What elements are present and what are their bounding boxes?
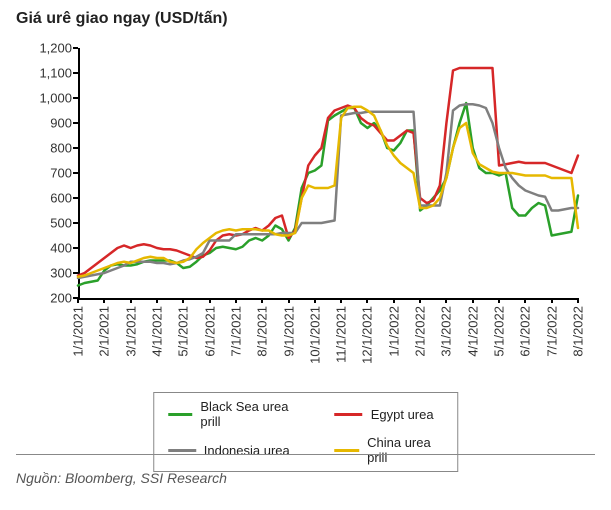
legend: Black Sea urea prill Egypt urea Indonesia … bbox=[153, 392, 459, 472]
series-lines bbox=[78, 48, 578, 298]
y-tick-label: 200 bbox=[50, 291, 72, 306]
y-tick-mark bbox=[73, 97, 78, 99]
x-tick-label: 9/1/2021 bbox=[281, 306, 296, 357]
legend-item: China urea prill bbox=[335, 435, 444, 465]
y-tick-label: 900 bbox=[50, 116, 72, 131]
series-line bbox=[78, 107, 578, 277]
legend-label: Indonesia urea bbox=[204, 443, 290, 458]
x-tick-label: 11/1/2021 bbox=[334, 306, 349, 363]
x-tick-mark bbox=[156, 298, 158, 303]
x-tick-label: 5/1/2022 bbox=[492, 306, 507, 357]
x-tick-label: 12/1/2021 bbox=[360, 306, 375, 364]
source-caption: Nguồn: Bloomberg, SSI Research bbox=[16, 470, 227, 486]
x-tick-label: 7/1/2021 bbox=[228, 306, 243, 357]
legend-label: Black Sea urea prill bbox=[200, 399, 298, 429]
y-tick-mark bbox=[73, 122, 78, 124]
y-tick-label: 500 bbox=[50, 216, 72, 231]
x-tick-mark bbox=[498, 298, 500, 303]
y-tick-mark bbox=[73, 147, 78, 149]
legend-item: Indonesia urea bbox=[168, 435, 299, 465]
legend-swatch bbox=[168, 413, 193, 416]
x-tick-mark bbox=[419, 298, 421, 303]
x-tick-mark bbox=[472, 298, 474, 303]
x-tick-label: 7/1/2022 bbox=[544, 306, 559, 357]
y-tick-label: 1,200 bbox=[39, 41, 72, 56]
x-tick-mark bbox=[103, 298, 105, 303]
y-tick-label: 600 bbox=[50, 191, 72, 206]
y-tick-mark bbox=[73, 222, 78, 224]
y-tick-mark bbox=[73, 172, 78, 174]
legend-label: Egypt urea bbox=[371, 407, 434, 422]
chart-title: Giá urê giao ngay (USD/tấn) bbox=[16, 10, 228, 28]
x-tick-mark bbox=[340, 298, 342, 303]
legend-item: Black Sea urea prill bbox=[168, 399, 299, 429]
y-tick-label: 1,100 bbox=[39, 66, 72, 81]
x-tick-mark bbox=[393, 298, 395, 303]
urea-price-figure: Giá urê giao ngay (USD/tấn) 200300400500… bbox=[0, 0, 611, 510]
y-tick-mark bbox=[73, 272, 78, 274]
x-tick-label: 4/1/2021 bbox=[149, 306, 164, 357]
x-tick-label: 6/1/2022 bbox=[518, 306, 533, 357]
x-tick-label: 3/1/2021 bbox=[123, 306, 138, 357]
x-tick-mark bbox=[551, 298, 553, 303]
x-tick-label: 6/1/2021 bbox=[202, 306, 217, 357]
x-tick-mark bbox=[366, 298, 368, 303]
y-tick-mark bbox=[73, 247, 78, 249]
legend-swatch bbox=[168, 449, 196, 452]
x-tick-mark bbox=[288, 298, 290, 303]
x-tick-mark bbox=[261, 298, 263, 303]
x-tick-label: 1/1/2022 bbox=[386, 306, 401, 357]
x-tick-label: 2/1/2021 bbox=[97, 306, 112, 357]
x-tick-mark bbox=[235, 298, 237, 303]
y-tick-label: 700 bbox=[50, 166, 72, 181]
x-tick-mark bbox=[182, 298, 184, 303]
y-tick-label: 400 bbox=[50, 241, 72, 256]
separator-rule bbox=[16, 454, 595, 455]
x-tick-label: 3/1/2022 bbox=[439, 306, 454, 357]
x-tick-mark bbox=[524, 298, 526, 303]
legend-swatch bbox=[335, 413, 363, 416]
x-tick-label: 5/1/2021 bbox=[176, 306, 191, 357]
x-tick-mark bbox=[130, 298, 132, 303]
x-tick-mark bbox=[209, 298, 211, 303]
y-tick-mark bbox=[73, 72, 78, 74]
y-tick-label: 800 bbox=[50, 141, 72, 156]
x-tick-label: 4/1/2022 bbox=[465, 306, 480, 357]
plot-area: 2003004005006007008009001,0001,1001,2001… bbox=[78, 48, 578, 300]
x-tick-mark bbox=[577, 298, 579, 303]
y-tick-label: 1,000 bbox=[39, 91, 72, 106]
x-tick-label: 10/1/2021 bbox=[307, 306, 322, 364]
legend-swatch bbox=[335, 449, 359, 452]
y-tick-label: 300 bbox=[50, 266, 72, 281]
legend-item: Egypt urea bbox=[335, 399, 444, 429]
x-tick-mark bbox=[314, 298, 316, 303]
x-tick-mark bbox=[77, 298, 79, 303]
series-line bbox=[78, 104, 578, 278]
x-tick-mark bbox=[445, 298, 447, 303]
x-tick-label: 8/1/2021 bbox=[255, 306, 270, 357]
x-tick-label: 8/1/2022 bbox=[571, 306, 586, 357]
legend-label: China urea prill bbox=[367, 435, 443, 465]
x-tick-label: 2/1/2022 bbox=[413, 306, 428, 357]
y-tick-mark bbox=[73, 47, 78, 49]
y-tick-mark bbox=[73, 197, 78, 199]
x-tick-label: 1/1/2021 bbox=[71, 306, 86, 357]
